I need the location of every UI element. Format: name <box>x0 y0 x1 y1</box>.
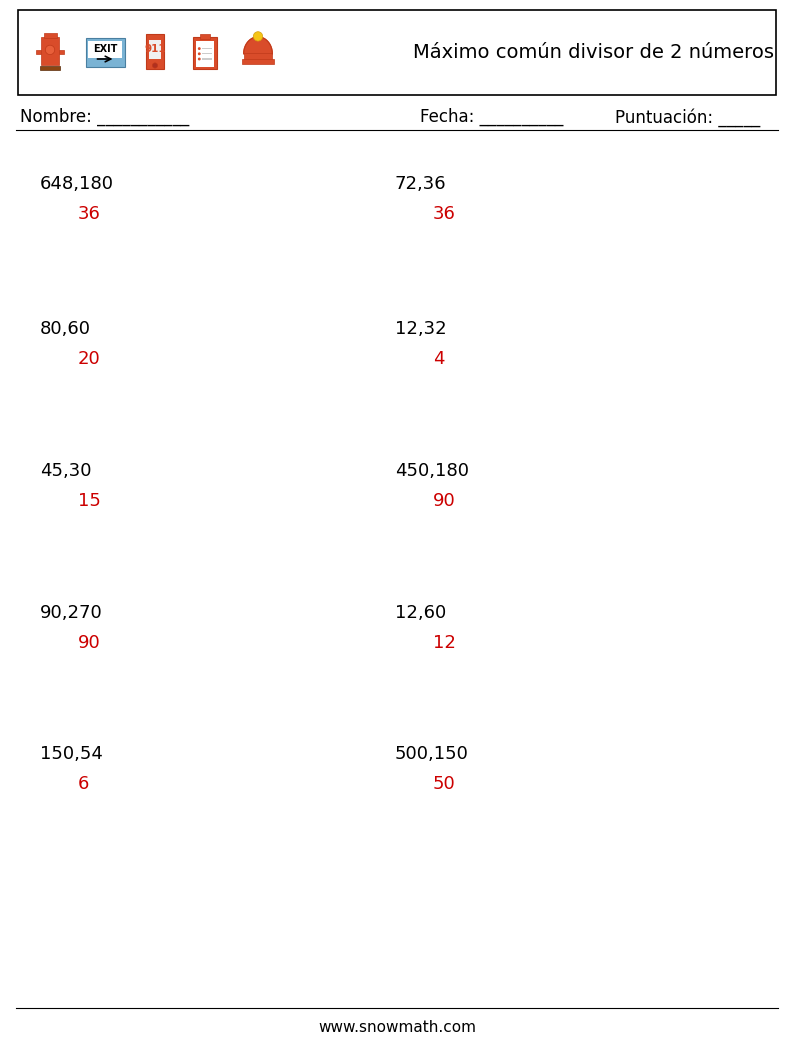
Circle shape <box>198 53 201 55</box>
Text: 15: 15 <box>78 492 101 510</box>
Text: Puntuación: _____: Puntuación: _____ <box>615 108 760 126</box>
Circle shape <box>198 58 201 60</box>
Text: Máximo común divisor de 2 números: Máximo común divisor de 2 números <box>413 43 774 62</box>
Polygon shape <box>244 37 272 54</box>
Bar <box>44 33 56 38</box>
Text: 20: 20 <box>78 350 101 367</box>
Bar <box>36 49 41 54</box>
Bar <box>193 37 217 69</box>
Text: 12: 12 <box>433 634 456 652</box>
Bar <box>40 65 60 71</box>
Bar <box>202 58 212 60</box>
Text: EXIT: EXIT <box>93 44 118 55</box>
Text: 150,54: 150,54 <box>40 746 103 763</box>
Circle shape <box>45 45 55 55</box>
Text: 45,30: 45,30 <box>40 462 91 480</box>
Text: 72,36: 72,36 <box>395 175 446 193</box>
Bar <box>41 37 59 65</box>
Text: 50: 50 <box>433 775 456 793</box>
Text: 12,32: 12,32 <box>395 320 446 338</box>
Bar <box>88 41 122 58</box>
Bar <box>59 49 64 54</box>
Bar <box>202 48 212 49</box>
Circle shape <box>198 47 201 51</box>
Bar <box>86 38 125 66</box>
Text: 90: 90 <box>78 634 101 652</box>
Bar <box>242 59 274 63</box>
Bar <box>202 53 212 55</box>
Bar <box>200 35 210 40</box>
Text: Nombre: ___________: Nombre: ___________ <box>20 108 189 126</box>
Bar <box>149 40 160 59</box>
Bar <box>244 53 272 60</box>
Text: 80,60: 80,60 <box>40 320 91 338</box>
Text: 90: 90 <box>433 492 456 510</box>
Text: 4: 4 <box>433 350 445 367</box>
Bar <box>196 41 214 66</box>
Text: 36: 36 <box>78 205 101 223</box>
Circle shape <box>253 32 263 41</box>
Text: 500,150: 500,150 <box>395 746 469 763</box>
Text: 450,180: 450,180 <box>395 462 469 480</box>
Text: 90,270: 90,270 <box>40 604 102 622</box>
Text: 6: 6 <box>78 775 90 793</box>
Text: Fecha: __________: Fecha: __________ <box>420 108 564 126</box>
Text: 648,180: 648,180 <box>40 175 114 193</box>
Bar <box>146 35 164 69</box>
Text: www.snowmath.com: www.snowmath.com <box>318 1020 476 1035</box>
Circle shape <box>152 63 157 68</box>
Bar <box>18 9 776 95</box>
Text: 36: 36 <box>433 205 456 223</box>
Text: 12,60: 12,60 <box>395 604 446 622</box>
Text: 911: 911 <box>145 44 166 55</box>
